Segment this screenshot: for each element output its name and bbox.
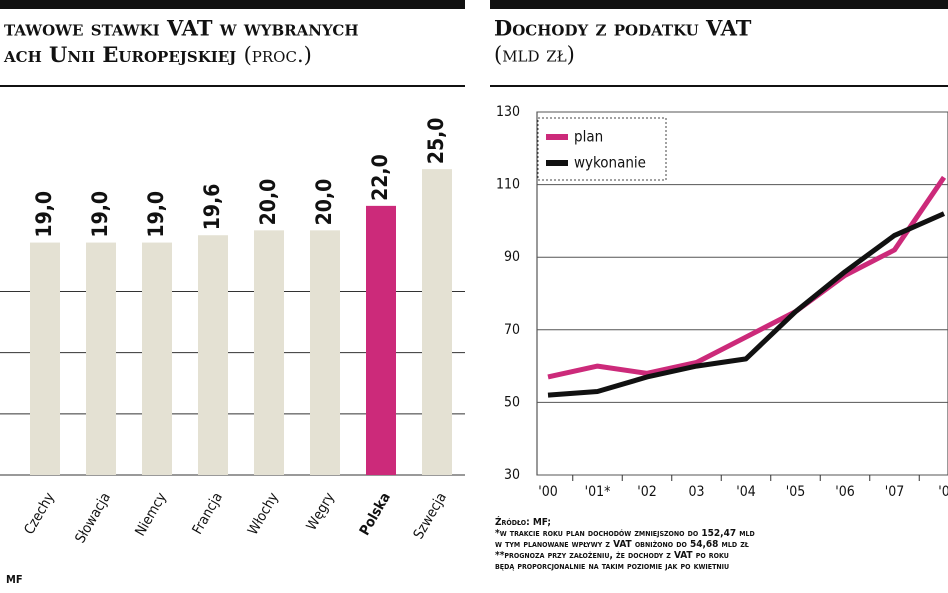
note: Źródło: MF;	[495, 515, 551, 528]
bar	[310, 230, 340, 475]
x-tick-label: '0	[938, 484, 948, 500]
title-line: ach Unii Europejskiej	[3, 42, 236, 67]
bar	[30, 242, 60, 475]
x-tick-label: '02	[637, 484, 656, 500]
note: w tym planowane wpływy z VAT obniżono do…	[495, 539, 749, 550]
value-label: 25,0	[424, 118, 448, 165]
bar	[142, 242, 172, 475]
note: **prognoza przy założeniu, że dochody z …	[495, 550, 729, 561]
x-tick-label: a	[0, 490, 2, 505]
value-label: 19,0	[144, 191, 168, 238]
y-tick-label: 70	[504, 322, 520, 338]
x-tick-label: '04	[736, 484, 755, 500]
line	[547, 175, 947, 380]
chart-title: Dochody z podatku VAT	[494, 16, 752, 41]
value-label: 20,0	[312, 179, 336, 226]
header-bar	[490, 0, 948, 9]
x-tick-label: Francja	[189, 490, 225, 537]
bar	[366, 205, 396, 475]
x-tick-label: Słowacja	[72, 490, 114, 546]
note: *w trakcie roku plan dochodów zmniejszon…	[495, 528, 755, 539]
x-tick-label: '05	[786, 484, 805, 500]
x-tick-label: '01*	[585, 484, 611, 500]
subtitle: (proc.)	[244, 43, 312, 67]
bar	[422, 169, 452, 475]
value-label: 20,0	[256, 179, 280, 226]
x-tick-label: Czechy	[21, 490, 58, 538]
y-tick-label: 30	[504, 467, 520, 483]
x-tick-label: '07	[885, 484, 904, 500]
x-tick-label: 03	[688, 484, 704, 500]
y-tick-label: 90	[504, 249, 520, 265]
value-label: 19,0	[32, 191, 56, 238]
y-tick-label: 50	[504, 394, 520, 410]
x-tick-label: Niemcy	[132, 490, 170, 539]
legend-label: wykonanie	[574, 154, 646, 172]
y-tick-label: 130	[496, 104, 520, 120]
y-tick-label: 110	[496, 177, 520, 193]
source: MF	[6, 573, 23, 586]
chart-title: ach Unii Europejskiej (proc.)	[3, 42, 312, 67]
x-tick-label: '06	[835, 484, 854, 500]
value-label: 22,0	[368, 154, 392, 201]
bar	[198, 235, 228, 475]
header-bar	[0, 0, 465, 9]
legend-box	[537, 117, 667, 181]
x-tick-label: Włochy	[245, 490, 282, 538]
bar	[254, 230, 284, 475]
legend-label: plan	[574, 128, 603, 146]
x-tick-label: '00	[538, 484, 557, 500]
note: będą proporcjonalnie na takim poziomie j…	[495, 561, 729, 572]
x-tick-label: Polska	[357, 490, 394, 538]
x-tick-label: Węgry	[304, 490, 339, 534]
value-label: 19,6	[200, 184, 224, 231]
subtitle: (mld zł)	[494, 43, 575, 67]
bar	[86, 242, 116, 475]
chart-title: tawowe stawki VAT w wybranych	[4, 16, 359, 41]
x-tick-label: Szwecja	[411, 490, 450, 542]
line	[547, 211, 946, 398]
value-label: 19,0	[88, 191, 112, 238]
